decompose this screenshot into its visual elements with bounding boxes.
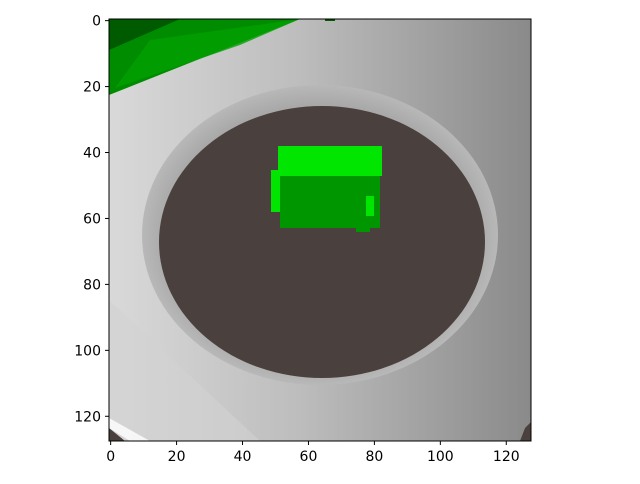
green-stripe-light — [115, 19, 300, 88]
y-tick-label: 0 — [92, 14, 101, 30]
block-front-face — [280, 176, 380, 228]
y-tick-label: 20 — [83, 80, 101, 96]
axes-frame — [108, 18, 532, 442]
y-tick-label: 100 — [74, 343, 101, 359]
y-tick-label: 40 — [83, 146, 101, 162]
x-tick-label: 20 — [168, 449, 186, 465]
x-tick-label: 40 — [234, 449, 252, 465]
block-right-highlight — [366, 196, 374, 216]
green-stripe-dark — [109, 19, 180, 50]
floor-shading — [109, 300, 260, 441]
x-tick-label: 100 — [427, 449, 454, 465]
x-tick-label: 0 — [106, 449, 115, 465]
green-block — [271, 146, 382, 232]
y-tick-label: 120 — [74, 409, 101, 425]
y-tick-label: 60 — [83, 211, 101, 227]
block-top-face — [278, 146, 382, 176]
y-axis: 0 20 40 60 80 100 120 — [74, 14, 109, 425]
x-tick-label: 60 — [300, 449, 318, 465]
corner-dark — [109, 428, 125, 441]
corner-dark-right — [520, 422, 531, 441]
image-area — [109, 19, 531, 441]
x-axis: 0 20 40 60 80 100 120 — [106, 441, 520, 465]
dark-disc — [159, 106, 485, 378]
x-tick-label: 120 — [493, 449, 520, 465]
green-stripe-fragment — [325, 19, 335, 21]
y-tick-label: 80 — [83, 277, 101, 293]
block-bottom-corner — [356, 224, 370, 232]
corner-highlight — [109, 418, 150, 441]
block-left-edge — [271, 170, 281, 212]
x-tick-label: 80 — [365, 449, 383, 465]
